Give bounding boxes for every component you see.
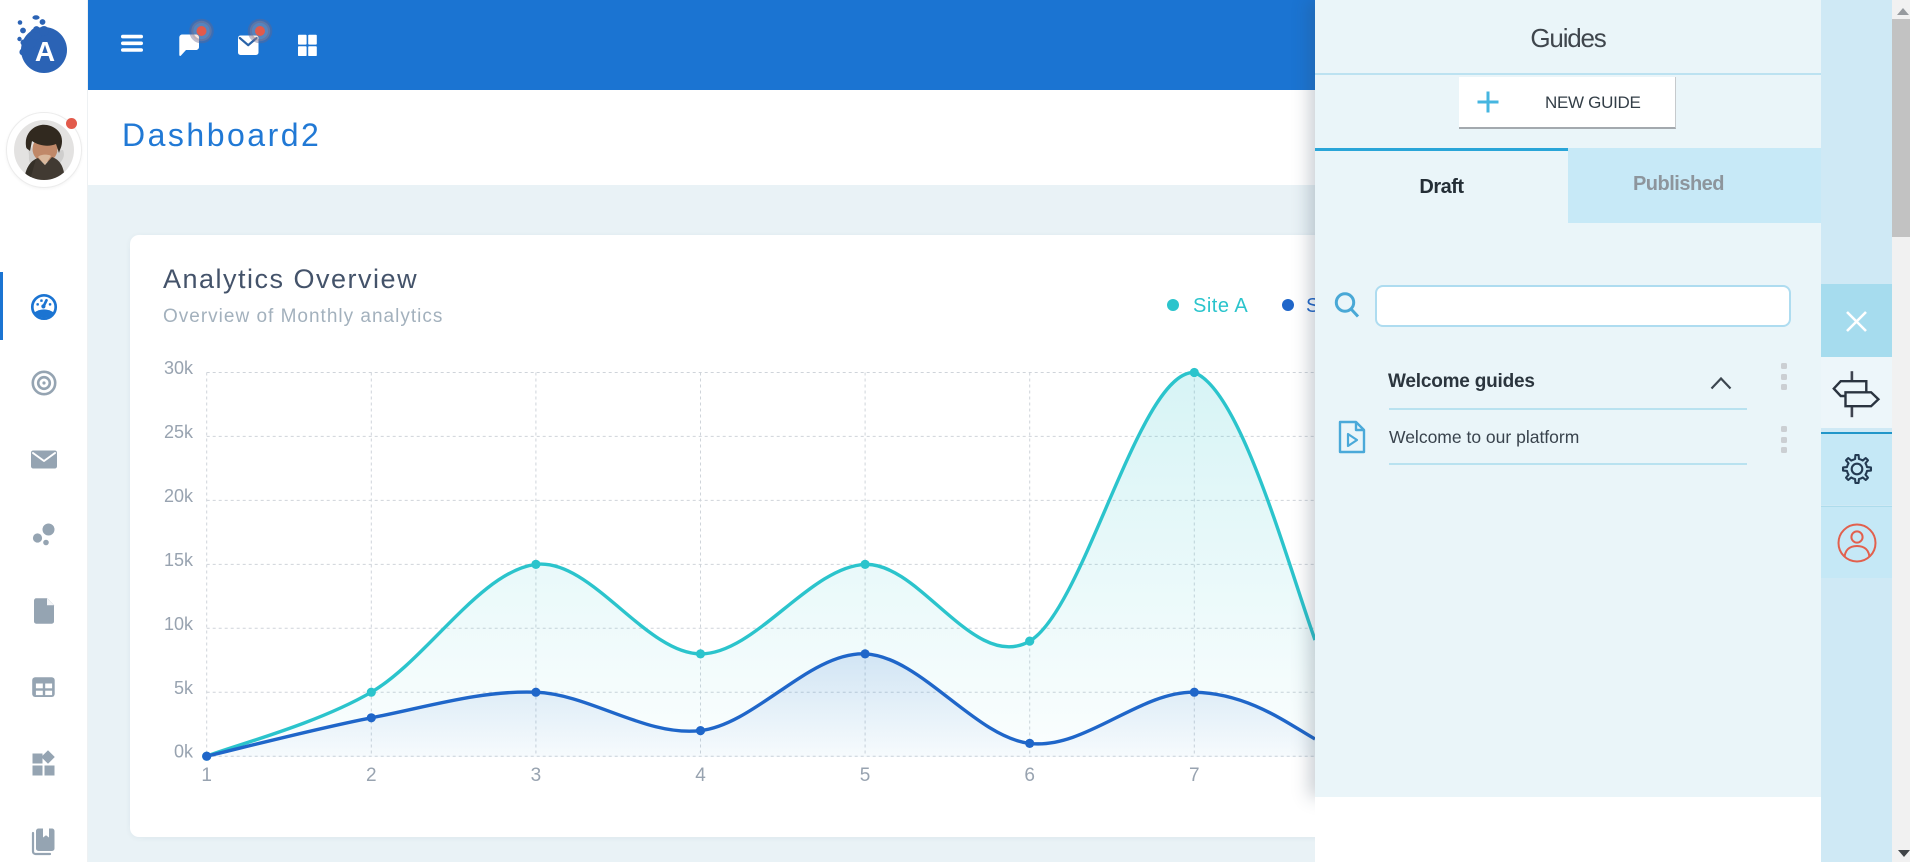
svg-text:1: 1 (201, 765, 212, 786)
svg-text:A: A (35, 36, 55, 67)
svg-text:10k: 10k (164, 614, 194, 634)
svg-text:4: 4 (695, 765, 706, 786)
svg-text:25k: 25k (164, 422, 194, 442)
svg-text:20k: 20k (164, 486, 194, 506)
svg-text:6: 6 (1024, 765, 1035, 786)
svg-text:5: 5 (860, 765, 871, 786)
svg-text:30k: 30k (164, 358, 194, 378)
svg-text:15k: 15k (164, 550, 194, 570)
svg-text:2: 2 (366, 765, 377, 786)
svg-text:0k: 0k (174, 742, 194, 762)
svg-text:5k: 5k (174, 678, 194, 698)
svg-text:3: 3 (531, 765, 542, 786)
svg-text:7: 7 (1189, 765, 1200, 786)
